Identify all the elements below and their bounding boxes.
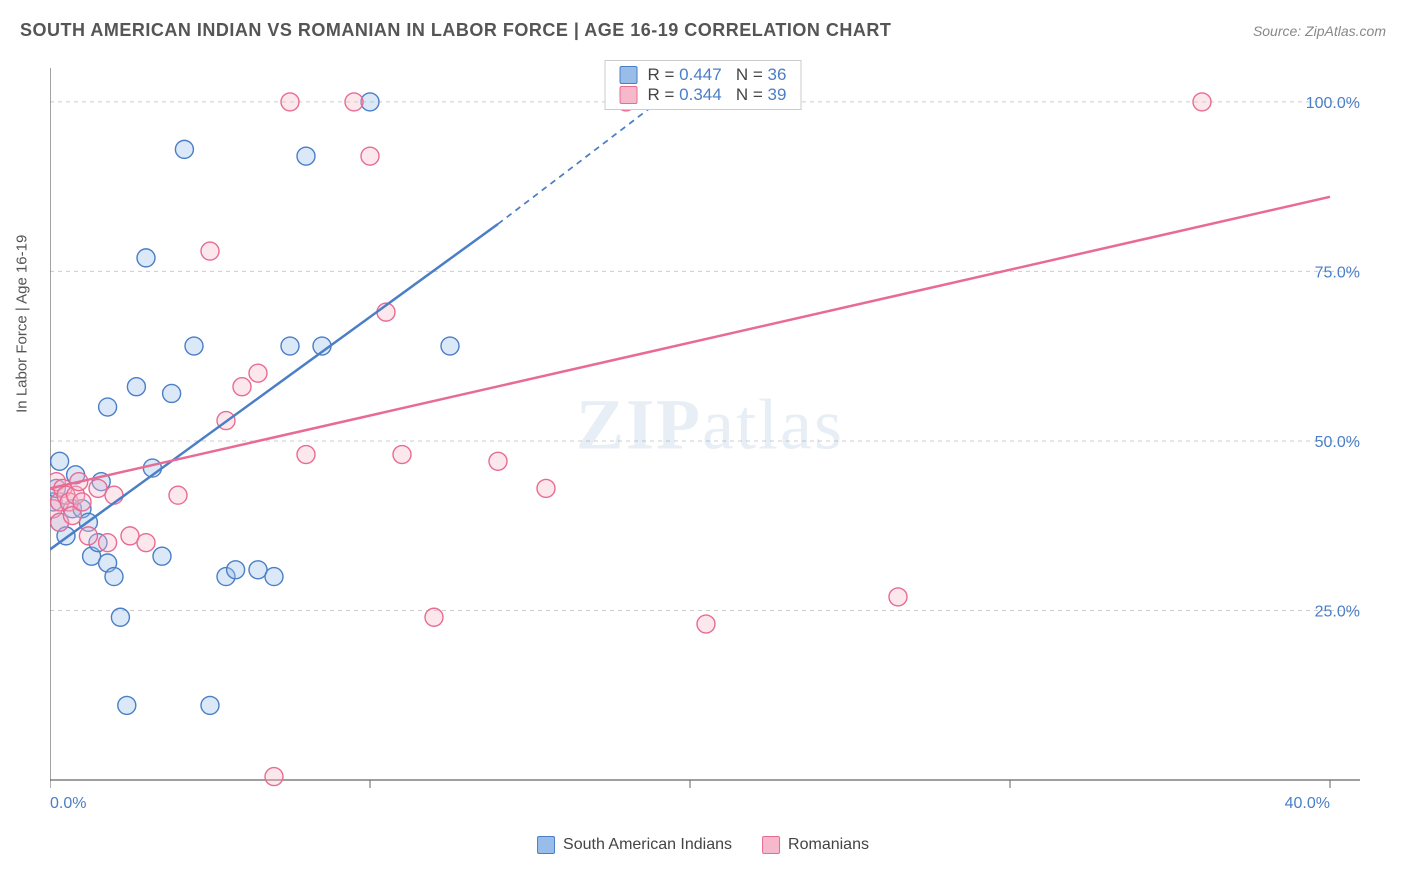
y-tick-label: 75.0% — [1315, 264, 1360, 281]
data-point — [889, 588, 907, 606]
correlation-row: R = 0.447 N = 36 — [620, 65, 787, 85]
data-point — [79, 527, 97, 545]
data-point — [201, 696, 219, 714]
legend-item: South American Indians — [537, 836, 732, 854]
data-point — [51, 452, 69, 470]
data-point — [163, 384, 181, 402]
correlation-row: R = 0.344 N = 39 — [620, 85, 787, 105]
y-axis-label: In Labor Force | Age 16-19 — [14, 235, 31, 413]
data-point — [297, 147, 315, 165]
legend-swatch — [620, 66, 638, 84]
y-tick-label: 25.0% — [1315, 603, 1360, 620]
data-point — [153, 547, 171, 565]
correlation-legend: R = 0.447 N = 36R = 0.344 N = 39 — [605, 60, 802, 110]
data-point — [227, 561, 245, 579]
data-point — [265, 568, 283, 586]
data-point — [185, 337, 203, 355]
data-point — [73, 493, 91, 511]
legend-swatch — [762, 836, 780, 854]
data-point — [89, 479, 107, 497]
data-point — [1193, 93, 1211, 111]
header: SOUTH AMERICAN INDIAN VS ROMANIAN IN LAB… — [20, 20, 1386, 41]
data-point — [121, 527, 139, 545]
data-point — [489, 452, 507, 470]
series-legend: South American Indians Romanians — [537, 836, 869, 854]
data-point — [118, 696, 136, 714]
data-point — [537, 479, 555, 497]
data-point — [111, 608, 129, 626]
legend-swatch — [620, 86, 638, 104]
data-point — [169, 486, 187, 504]
data-point — [345, 93, 363, 111]
legend-label: Romanians — [788, 836, 869, 854]
trend-line-dashed — [498, 102, 658, 224]
data-point — [281, 93, 299, 111]
x-tick-label: 40.0% — [1285, 795, 1330, 812]
y-tick-label: 50.0% — [1315, 434, 1360, 451]
data-point — [441, 337, 459, 355]
data-point — [361, 147, 379, 165]
source-label: Source: ZipAtlas.com — [1253, 23, 1386, 39]
data-point — [249, 364, 267, 382]
data-point — [201, 242, 219, 260]
x-tick-label: 0.0% — [50, 795, 86, 812]
data-point — [137, 534, 155, 552]
chart-area: 25.0%50.0%75.0%100.0%0.0%40.0% In Labor … — [50, 60, 1370, 820]
data-point — [99, 534, 117, 552]
data-point — [697, 615, 715, 633]
chart-title: SOUTH AMERICAN INDIAN VS ROMANIAN IN LAB… — [20, 20, 891, 41]
data-point — [105, 568, 123, 586]
data-point — [99, 398, 117, 416]
scatter-plot: 25.0% 50.0% 75.0% 100.0% 0.0% 40.0% — [50, 60, 1370, 820]
legend-label: South American Indians — [563, 836, 732, 854]
correlation-text: R = 0.344 N = 39 — [648, 85, 787, 105]
data-point — [297, 446, 315, 464]
data-point — [281, 337, 299, 355]
data-point — [233, 378, 251, 396]
data-point — [393, 446, 411, 464]
y-tick-label: 100.0% — [1306, 95, 1360, 112]
data-point — [127, 378, 145, 396]
data-point — [361, 93, 379, 111]
legend-swatch — [537, 836, 555, 854]
correlation-text: R = 0.447 N = 36 — [648, 65, 787, 85]
legend-item: Romanians — [762, 836, 869, 854]
trend-line — [50, 197, 1330, 489]
data-point — [137, 249, 155, 267]
data-point — [265, 768, 283, 786]
data-point — [249, 561, 267, 579]
data-point — [175, 140, 193, 158]
data-point — [425, 608, 443, 626]
trend-line — [50, 224, 498, 549]
